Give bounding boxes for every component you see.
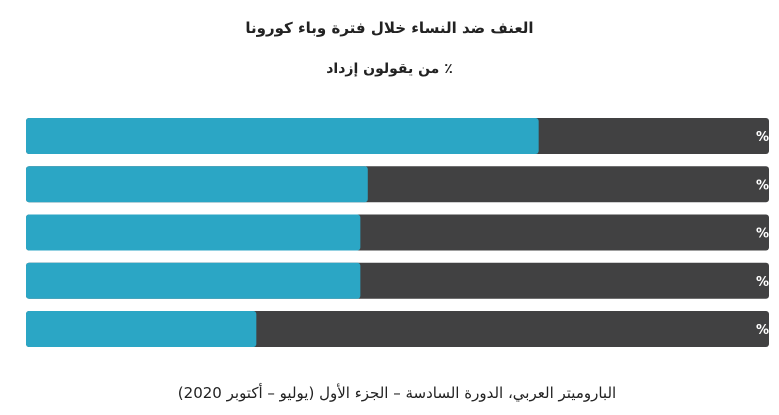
bar-label: الجزائر 46% (756, 178, 779, 193)
bar-label: تونس 69% (756, 130, 779, 145)
bar-label: الأردن 45% (756, 273, 779, 290)
bar (26, 166, 368, 203)
source-note: الباروميتر العربي، الدورة السادسة – الجز… (177, 384, 617, 402)
bar-label: المغرب 45% (756, 227, 779, 242)
chart-title: العنف ضد النساء خلال فترة وباء كورونا (245, 19, 534, 37)
bar-label: لبنان 31% (756, 323, 779, 338)
bar (26, 311, 257, 347)
chart-subtitle: ٪ من يقولون إزداد (326, 61, 453, 77)
bar (26, 118, 539, 154)
bar (26, 262, 361, 299)
bar (26, 214, 361, 251)
